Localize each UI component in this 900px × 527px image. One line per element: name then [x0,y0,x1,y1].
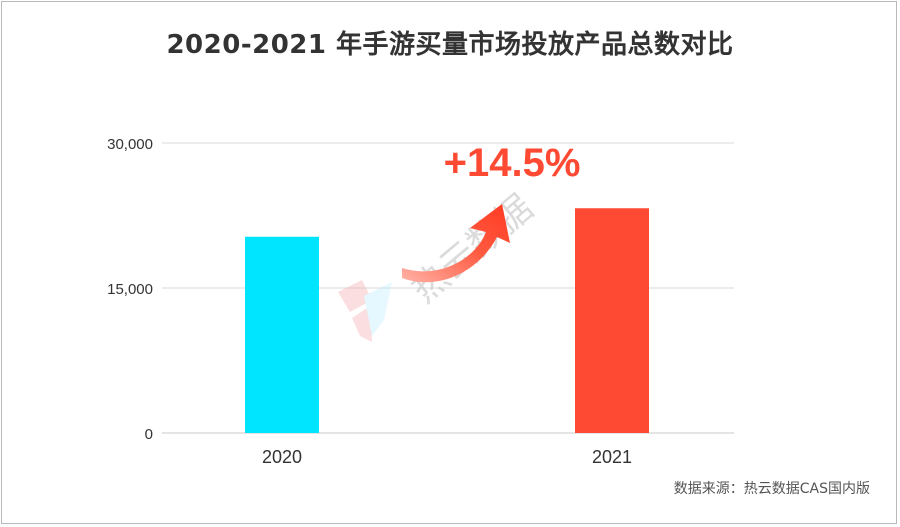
bar-2021 [575,208,649,433]
source-note: 数据来源：热云数据CAS国内版 [673,481,870,497]
x-tick-label-2020: 2020 [262,447,302,467]
x-tick-labels: 2020 2021 [262,447,632,467]
bars [245,208,649,433]
y-tick-label: 15,000 [107,281,153,298]
growth-arrow-icon [402,204,510,283]
watermark-logo-icon [338,280,392,342]
watermark-text: 热云数据 [404,187,541,311]
y-tick-label: 30,000 [107,136,153,153]
x-tick-label-2021: 2021 [592,447,632,467]
growth-annotation: +14.5% [444,141,581,185]
y-tick-label: 0 [145,426,153,443]
chart-title: 2020-2021 年手游买量市场投放产品总数对比 [166,30,734,60]
y-tick-labels: 0 15,000 30,000 [107,136,153,443]
bar-2020 [245,236,319,433]
